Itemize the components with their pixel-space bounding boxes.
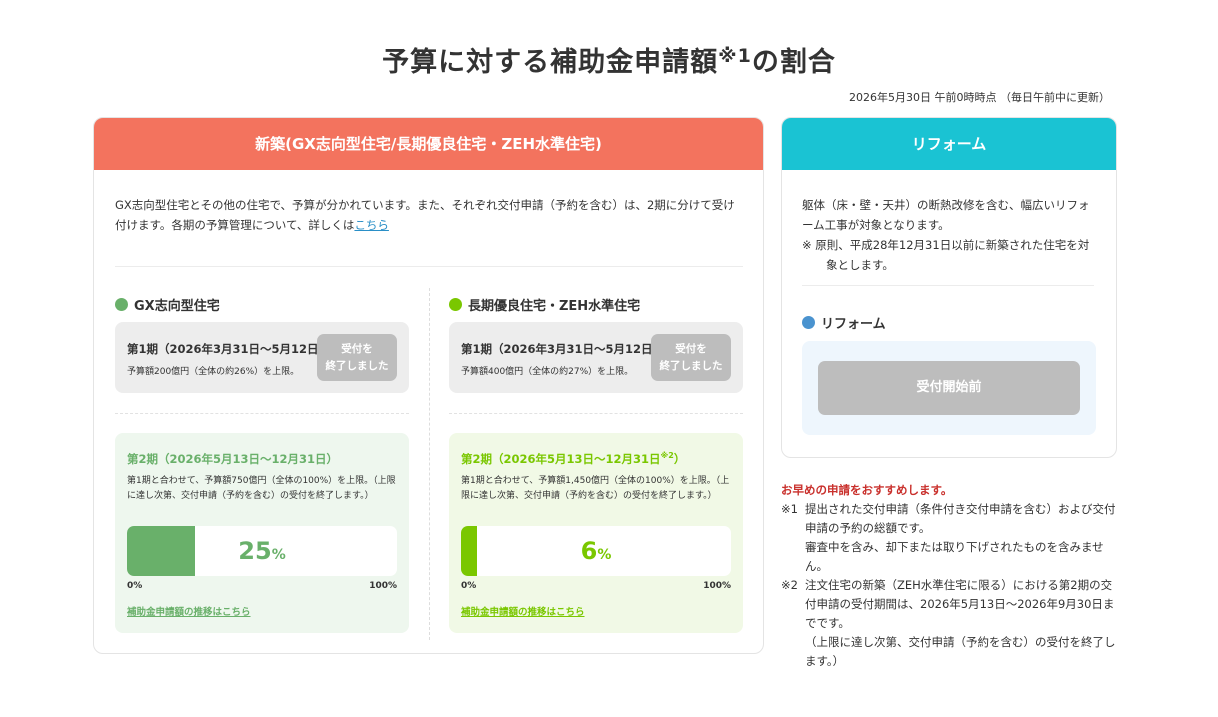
page-title-suffix: の割合: [751, 47, 836, 78]
footnote-mark: ※2: [781, 578, 798, 592]
reform-status-box: 受付開始前: [802, 341, 1096, 435]
footnote-mark: [781, 538, 805, 576]
gx-phase1-closed-badge: 受付を 終了しました: [317, 334, 397, 381]
zeh-tick-max: 100%: [703, 581, 731, 591]
gx-tick-max: 100%: [369, 581, 397, 591]
gx-progress-fill: [127, 526, 195, 576]
zeh-phase2-card: 第2期（2026年5月13日〜12月31日※2） 第1期と合わせて、予算額1,4…: [449, 433, 743, 633]
footnote-item: ※2 注文住宅の新築（ZEH水準住宅に限る）における第2期の交付申請の受付期間は…: [781, 576, 1117, 633]
zeh-progress-fill: [461, 526, 478, 576]
reform-section-title: リフォーム: [802, 313, 886, 332]
update-timestamp: 2026年5月30日 午前0時時点 （毎日午前中に更新）: [849, 91, 1110, 104]
zeh-housing-column: 長期優良住宅・ZEH水準住宅 第1期（2026年3月31日〜5月12日） 予算額…: [449, 294, 743, 633]
zeh-housing-title-text: 長期優良住宅・ZEH水準住宅: [468, 298, 641, 314]
zeh-phase1-card: 第1期（2026年3月31日〜5月12日） 予算額400億円（全体の約27%）を…: [449, 322, 743, 393]
reform-section-title-text: リフォーム: [821, 317, 886, 332]
page-title: 予算に対する補助金申請額※1の割合: [0, 40, 1218, 79]
footnote-text: 審査中を含み、却下または取り下げされたものを含みません。: [805, 540, 1104, 573]
gx-tick-min: 0%: [127, 581, 143, 591]
new-build-panel: 新築(GX志向型住宅/長期優良住宅・ZEH水準住宅) GX志向型住宅とその他の住…: [93, 117, 764, 654]
zeh-closed-line2: 終了しました: [659, 360, 723, 372]
reform-dot-icon: [802, 316, 815, 329]
column-divider: [429, 288, 430, 640]
gx-closed-line2: 終了しました: [325, 360, 389, 372]
page-title-text: 予算に対する補助金申請額: [382, 47, 719, 78]
zeh-phase1-closed-badge: 受付を 終了しました: [651, 334, 731, 381]
reform-divider: [802, 285, 1094, 286]
footnote-item: （上限に達し次第、交付申請（予約を含む）の受付を終了します。）: [781, 633, 1117, 671]
footnotes-headline: お早めの申請をおすすめします。: [781, 483, 953, 497]
new-build-intro-text: GX志向型住宅とその他の住宅で、予算が分かれています。また、それぞれ交付申請（予…: [115, 198, 735, 232]
footnotes: お早めの申請をおすすめします。 ※1 提出された交付申請（条件付き交付申請を含む…: [781, 481, 1117, 671]
zeh-phase2-title-end: ）: [673, 452, 686, 466]
gx-trend-link[interactable]: 補助金申請額の推移はこちら: [127, 607, 251, 618]
zeh-progress-value: 6: [580, 537, 598, 565]
zeh-phase1-title: 第1期（2026年3月31日〜5月12日）: [461, 342, 665, 356]
gx-phase1-note: 予算額200億円（全体の約26%）を上限。: [127, 367, 300, 377]
gx-housing-title: GX志向型住宅: [115, 294, 409, 314]
gx-phase-separator: [115, 413, 409, 414]
reform-panel: リフォーム 躯体（床・壁・天井）の断熱改修を含む、幅広いリフォーム工事が対象とな…: [781, 117, 1117, 458]
zeh-phase2-title-text: 第2期（2026年5月13日〜12月31日: [461, 452, 661, 466]
zeh-closed-line1: 受付を: [675, 343, 707, 355]
zeh-phase1-note: 予算額400億円（全体の約27%）を上限。: [461, 367, 634, 377]
zeh-progress-percent: 6%: [461, 526, 731, 576]
footnote-item: ※1 提出された交付申請（条件付き交付申請を含む）および交付申請の予約の総額です…: [781, 500, 1117, 538]
gx-phase1-title: 第1期（2026年3月31日〜5月12日）: [127, 342, 331, 356]
gx-dot-icon: [115, 297, 128, 311]
gx-phase2-card: 第2期（2026年5月13日〜12月31日） 第1期と合わせて、予算額750億円…: [115, 433, 409, 633]
zeh-progress-unit: %: [597, 547, 612, 563]
zeh-phase2-note: 第1期と合わせて、予算額1,450億円（全体の100%）を上限。（上限に達し次第…: [461, 476, 730, 501]
gx-housing-column: GX志向型住宅 第1期（2026年3月31日〜5月12日） 予算額200億円（全…: [115, 294, 409, 633]
gx-phase1-card: 第1期（2026年3月31日〜5月12日） 予算額200億円（全体の約26%）を…: [115, 322, 409, 393]
gx-phase2-title: 第2期（2026年5月13日〜12月31日）: [127, 452, 339, 466]
reform-note: ※ 原則、平成28年12月31日以前に新築された住宅を対象とします。: [802, 238, 1090, 272]
footnote-mark: ※1: [781, 502, 798, 516]
zeh-tick-min: 0%: [461, 581, 477, 591]
footnote-text: 注文住宅の新築（ZEH水準住宅に限る）における第2期の交付申請の受付期間は、20…: [805, 578, 1115, 630]
footnote-item: 審査中を含み、却下または取り下げされたものを含みません。: [781, 538, 1117, 576]
section-divider: [115, 266, 743, 267]
new-build-panel-header: 新築(GX志向型住宅/長期優良住宅・ZEH水準住宅): [94, 118, 763, 170]
footnote-text: 提出された交付申請（条件付き交付申請を含む）および交付申請の予約の総額です。: [805, 502, 1116, 535]
reform-panel-header: リフォーム: [782, 118, 1116, 170]
reform-not-started-badge: 受付開始前: [818, 361, 1080, 415]
zeh-dot-icon: [449, 297, 462, 311]
gx-progress-value: 25: [238, 537, 272, 565]
zeh-phase-separator: [449, 413, 743, 414]
zeh-progress-bar: 6%: [461, 526, 731, 576]
footnote-text: （上限に達し次第、交付申請（予約を含む）の受付を終了します。）: [805, 635, 1116, 668]
page-title-footnote-mark: ※1: [718, 45, 752, 67]
new-build-intro: GX志向型住宅とその他の住宅で、予算が分かれています。また、それぞれ交付申請（予…: [115, 195, 743, 235]
zeh-trend-link[interactable]: 補助金申請額の推移はこちら: [461, 607, 585, 618]
zeh-phase2-footnote-mark: ※2: [660, 451, 674, 461]
zeh-housing-title: 長期優良住宅・ZEH水準住宅: [449, 294, 743, 314]
reform-description: 躯体（床・壁・天井）の断熱改修を含む、幅広いリフォーム工事が対象となります。: [802, 198, 1090, 232]
footnote-mark: [781, 633, 805, 671]
gx-closed-line1: 受付を: [341, 343, 373, 355]
gx-housing-title-text: GX志向型住宅: [134, 298, 220, 314]
gx-progress-percent: 25%: [127, 526, 397, 576]
gx-phase2-note: 第1期と合わせて、予算額750億円（全体の100%）を上限。（上限に達し次第、交…: [127, 476, 396, 501]
budget-details-link[interactable]: こちら: [354, 218, 389, 232]
zeh-phase2-title: 第2期（2026年5月13日〜12月31日※2）: [461, 451, 685, 467]
gx-progress-bar: 25%: [127, 526, 397, 576]
gx-progress-unit: %: [271, 547, 286, 563]
